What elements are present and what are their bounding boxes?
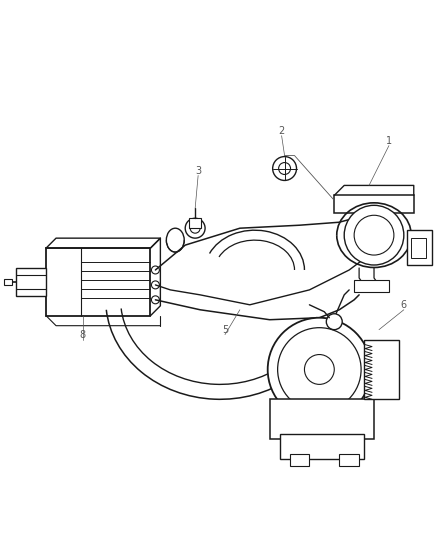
Circle shape: [353, 215, 393, 255]
Text: 6: 6: [400, 300, 406, 310]
Text: 8: 8: [80, 329, 86, 340]
Circle shape: [343, 205, 403, 265]
Bar: [16, 268, 46, 296]
Circle shape: [190, 223, 200, 233]
Bar: [289, 454, 309, 466]
Bar: [339, 454, 358, 466]
Text: 2: 2: [278, 126, 284, 136]
Bar: [279, 434, 363, 459]
Text: 3: 3: [194, 166, 201, 175]
Bar: [333, 196, 413, 213]
Bar: [189, 218, 201, 228]
Bar: [363, 340, 398, 399]
Bar: [4, 279, 12, 285]
Circle shape: [151, 296, 159, 304]
Bar: [406, 230, 431, 265]
Circle shape: [325, 314, 342, 330]
Bar: [269, 399, 373, 439]
Circle shape: [277, 328, 360, 411]
Ellipse shape: [166, 228, 184, 252]
Circle shape: [304, 354, 333, 384]
Circle shape: [151, 266, 159, 274]
Circle shape: [278, 163, 290, 174]
Circle shape: [151, 281, 159, 289]
Bar: [410, 238, 425, 258]
Text: 5: 5: [221, 325, 228, 335]
Circle shape: [185, 218, 205, 238]
Circle shape: [267, 318, 370, 421]
Bar: [46, 248, 150, 316]
Bar: [353, 280, 388, 292]
Circle shape: [272, 157, 296, 181]
Text: 1: 1: [385, 136, 391, 146]
